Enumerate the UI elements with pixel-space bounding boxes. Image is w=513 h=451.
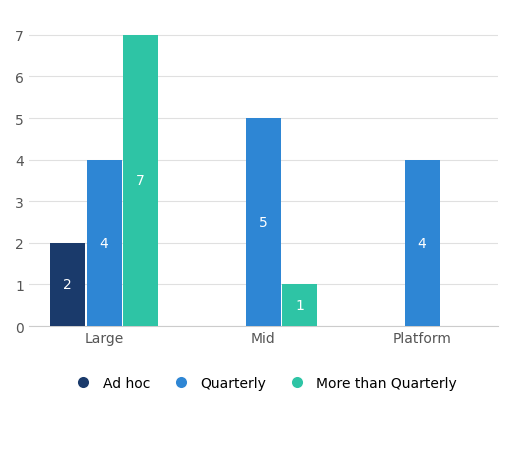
Bar bbox=[246, 119, 281, 326]
Bar bbox=[87, 160, 122, 326]
Text: 1: 1 bbox=[295, 299, 304, 313]
Text: 4: 4 bbox=[418, 236, 426, 250]
Text: 4: 4 bbox=[100, 236, 108, 250]
Legend: Ad hoc, Quarterly, More than Quarterly: Ad hoc, Quarterly, More than Quarterly bbox=[64, 371, 462, 396]
Bar bbox=[123, 36, 158, 326]
Bar bbox=[405, 160, 440, 326]
Text: 2: 2 bbox=[63, 278, 72, 292]
Text: 5: 5 bbox=[259, 216, 267, 230]
Text: 7: 7 bbox=[136, 174, 145, 188]
Bar bbox=[50, 243, 85, 326]
Bar bbox=[282, 285, 317, 326]
